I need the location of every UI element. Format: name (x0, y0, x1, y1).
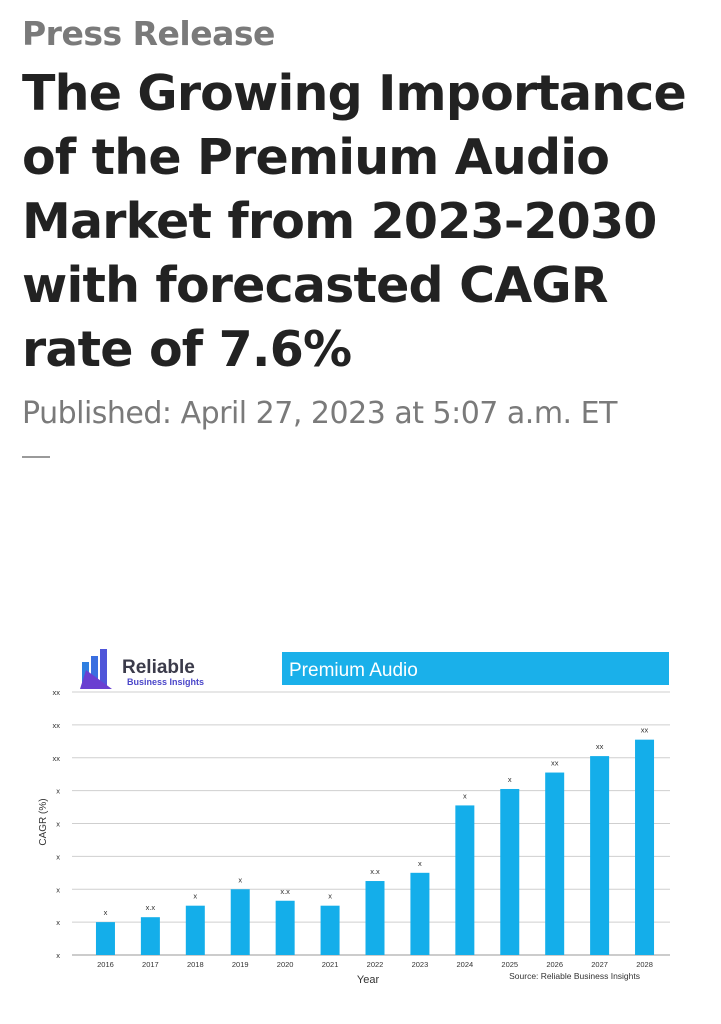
logo-name: Reliable (122, 657, 195, 678)
x-tick-label: 2018 (187, 960, 204, 969)
bar-2016 (95, 922, 115, 955)
bar-2021 (320, 905, 340, 955)
bar-2020 (275, 900, 295, 955)
bar-2019 (230, 889, 250, 955)
logo-tagline: Business Insights (127, 677, 204, 687)
bar-2022 (365, 881, 385, 955)
x-axis-ticks: 2016 2017 2018 2019 2020 2021 2022 2023 2024 2025… (97, 960, 653, 969)
y-tick-label: x (56, 918, 60, 927)
x-tick-label: 2017 (142, 960, 159, 969)
x-tick-label: 2016 (97, 960, 114, 969)
bar-2027 (590, 756, 610, 955)
bar-2028 (635, 739, 655, 955)
y-tick-label: x (56, 852, 60, 861)
x-tick-label: 2026 (546, 960, 563, 969)
data-label: x (418, 859, 422, 868)
data-label: x (328, 892, 332, 901)
chart-source: Source: Reliable Business Insights (509, 971, 640, 981)
grid-lines (72, 691, 670, 956)
article-headline: The Growing Importance of the Premium Au… (22, 65, 687, 378)
x-tick-label: 2022 (367, 960, 384, 969)
x-axis-label: Year (357, 974, 380, 986)
bar-2026 (545, 772, 565, 955)
x-tick-label: 2020 (277, 960, 294, 969)
bar-2023 (410, 872, 430, 955)
x-tick-label: 2019 (232, 960, 249, 969)
x-tick-label: 2021 (322, 960, 339, 969)
x-tick-label: 2025 (501, 960, 518, 969)
logo-swoosh (80, 670, 112, 689)
y-tick-label: xx (53, 754, 61, 763)
x-tick-label: 2023 (412, 960, 429, 969)
y-axis-label: CAGR (%) (38, 798, 49, 845)
bar-2018 (185, 905, 205, 955)
chart-image: Reliable Business Insights Premium Audio… (30, 640, 675, 992)
data-label: x.x (280, 887, 290, 896)
data-label: x (463, 791, 467, 800)
x-tick-label: 2024 (457, 960, 474, 969)
bar-2025 (500, 788, 520, 955)
chart-title: Premium Audio (289, 660, 418, 681)
y-tick-label: xx (53, 688, 61, 697)
data-label: xx (551, 759, 559, 768)
y-tick-label: xx (53, 721, 61, 730)
bar-2017 (140, 917, 160, 955)
published-date: Published: April 27, 2023 at 5:07 a.m. E… (22, 396, 617, 431)
x-tick-label: 2028 (636, 960, 653, 969)
y-tick-label: x (56, 820, 60, 829)
premium-audio-chart: Reliable Business Insights Premium Audio… (38, 649, 670, 986)
logo-bar-2 (91, 656, 98, 689)
bar-2024 (455, 805, 475, 955)
reliable-logo: Reliable Business Insights (80, 649, 204, 689)
data-label: x (508, 775, 512, 784)
divider (22, 456, 50, 458)
logo-bar-3 (100, 649, 107, 689)
chart-title-bar (282, 652, 669, 685)
data-label: x (238, 875, 242, 884)
data-label: x.x (146, 903, 156, 912)
data-label: x (104, 908, 108, 917)
press-release-label: Press Release (22, 14, 275, 53)
data-label: xx (641, 726, 649, 735)
data-label: xx (596, 742, 604, 751)
data-label: x (193, 892, 197, 901)
x-tick-label: 2027 (591, 960, 608, 969)
y-tick-label: x (56, 951, 60, 960)
y-tick-label: x (56, 787, 60, 796)
y-tick-label: x (56, 885, 60, 894)
data-label: x.x (370, 867, 380, 876)
